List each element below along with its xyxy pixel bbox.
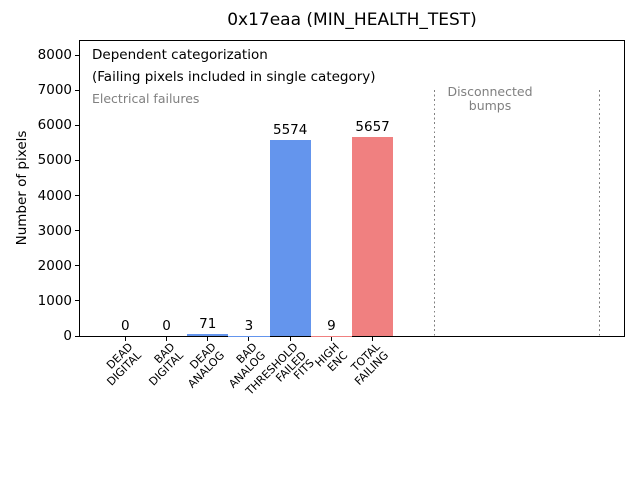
y-tick <box>75 54 79 56</box>
bar-value-label: 5657 <box>355 119 390 136</box>
x-tick <box>207 337 209 341</box>
y-tick-label: 5000 <box>37 152 72 169</box>
x-tick <box>289 337 291 341</box>
y-tick <box>75 230 79 232</box>
chart-title: 0x17eaa (MIN_HEALTH_TEST) <box>227 10 477 30</box>
y-tick-label: 7000 <box>37 82 72 99</box>
annotation-electrical-failures: Electrical failures <box>92 91 200 106</box>
x-tick-label: HIGH ENC <box>312 340 351 374</box>
bar-value-label: 0 <box>162 318 171 334</box>
x-tick-label: DEAD DIGITAL <box>104 340 144 389</box>
bar-value-label: 0 <box>121 318 130 334</box>
y-tick-label: 3000 <box>37 222 72 239</box>
x-tick <box>372 337 374 341</box>
y-tick-label: 0 <box>63 328 72 344</box>
x-tick <box>330 337 332 341</box>
x-tick-label: DEAD ANALOG <box>184 340 227 391</box>
annotation-disconnected-bumps: Disconnected bumps <box>447 84 533 113</box>
y-tick <box>75 159 79 161</box>
bar-value-label: 5574 <box>272 122 308 139</box>
y-tick <box>75 124 79 126</box>
y-tick-label: 1000 <box>37 292 72 309</box>
y-tick <box>75 300 79 302</box>
y-axis-label: Number of pixels <box>14 130 30 246</box>
bar-value-label: 3 <box>244 317 254 334</box>
x-tick <box>248 337 250 341</box>
y-tick <box>75 89 79 91</box>
y-tick-label: 4000 <box>37 187 72 204</box>
bar <box>352 137 394 336</box>
plot-area: 0 0 71 3 5574 9 5657 0 1000 2000 3000 4000 5000 6000… <box>38 40 625 398</box>
x-tick <box>166 337 168 341</box>
bar <box>187 333 229 336</box>
x-tick-label: BAD DIGITAL <box>145 340 186 389</box>
dotted-separator-line <box>598 90 601 336</box>
bar <box>269 140 311 336</box>
dotted-separator-line <box>433 90 436 336</box>
y-tick <box>75 265 79 267</box>
annotation-dependent-categorization: Dependent categorization (Failing pixels … <box>92 47 376 85</box>
x-tick <box>124 337 126 341</box>
y-tick <box>75 335 79 337</box>
bar-value-label: 71 <box>199 315 217 332</box>
bar-value-label: 9 <box>327 317 336 334</box>
y-tick <box>75 195 79 197</box>
y-tick-label: 6000 <box>37 117 72 134</box>
y-tick-label: 8000 <box>37 47 72 64</box>
y-tick-label: 2000 <box>37 257 72 274</box>
x-tick-label: TOTAL FAILING <box>349 340 392 388</box>
